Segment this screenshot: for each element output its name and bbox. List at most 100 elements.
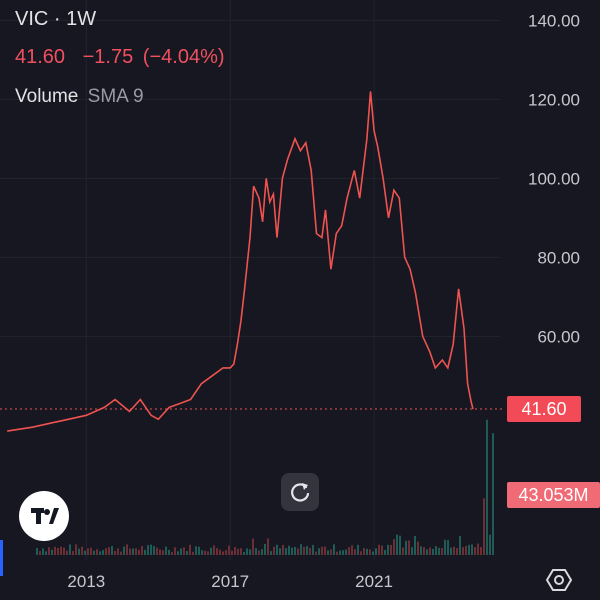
volume-bar — [69, 544, 71, 555]
volume-bar — [438, 547, 440, 555]
volume-bar — [177, 551, 179, 555]
volume-bar — [87, 548, 89, 555]
volume-bar — [306, 545, 308, 555]
volume-bar — [261, 549, 263, 555]
volume-bar — [156, 547, 158, 555]
volume-bar — [300, 544, 302, 555]
volume-indicator-legend[interactable]: Volume SMA 9 — [15, 86, 144, 108]
price-change-row: 41.60 −1.75 (−4.04%) — [15, 46, 225, 69]
volume-bar — [426, 549, 428, 555]
volume-bar — [96, 549, 98, 555]
volume-bar — [201, 550, 203, 555]
volume-bar — [120, 551, 122, 555]
y-axis-ticks: 140.00 120.00 100.00 80.00 60.00 — [528, 11, 580, 346]
volume-bar — [297, 548, 299, 555]
volume-bar — [282, 544, 284, 555]
volume-bar — [336, 551, 338, 555]
volume-bar — [321, 546, 323, 555]
volume-bar — [462, 547, 464, 555]
volume-bar — [108, 547, 110, 555]
volume-bar — [237, 548, 239, 555]
gridlines — [0, 0, 500, 560]
volume-bar — [273, 546, 275, 555]
side-indicator — [0, 540, 3, 576]
volume-bar — [417, 541, 419, 555]
volume-bar — [348, 547, 350, 555]
volume-bar — [264, 543, 266, 555]
volume-bar — [270, 551, 272, 555]
volume-bar — [126, 544, 128, 555]
volume-bar — [330, 549, 332, 555]
volume-bar — [393, 539, 395, 555]
volume-bar — [378, 544, 380, 555]
volume-bar — [123, 546, 125, 555]
volume-bar — [207, 551, 209, 555]
volume-bar — [369, 549, 371, 555]
volume-bar — [405, 540, 407, 555]
volume-bar — [246, 548, 248, 555]
volume-bar — [135, 548, 137, 555]
volume-bar — [81, 546, 83, 555]
volume-bar — [255, 548, 257, 555]
volume-bar — [435, 546, 437, 555]
volume-bar — [471, 544, 473, 555]
volume-bar — [381, 545, 383, 555]
volume-bar — [414, 535, 416, 555]
price-line — [7, 91, 474, 432]
x-tick-label: 2021 — [355, 572, 393, 591]
sma-label: SMA 9 — [87, 86, 144, 107]
symbol-title[interactable]: VIC · 1W — [15, 8, 97, 30]
volume-bar — [99, 551, 101, 555]
volume-bar — [84, 550, 86, 555]
volume-bar — [111, 545, 113, 555]
volume-bar — [351, 545, 353, 555]
volume-bar — [303, 546, 305, 555]
volume-bar — [228, 545, 230, 555]
volume-bar — [252, 538, 254, 555]
volume-bar — [360, 551, 362, 555]
volume-bar — [384, 549, 386, 555]
volume-bar — [132, 548, 134, 555]
volume-bar — [159, 549, 161, 555]
volume-bar — [267, 538, 269, 555]
volume-bar — [129, 548, 131, 555]
volume-bar — [345, 549, 347, 555]
volume-bar — [234, 547, 236, 555]
volume-bar — [225, 550, 227, 555]
volume-bar — [342, 550, 344, 555]
volume-bar — [66, 550, 68, 555]
volume-bar — [105, 548, 107, 555]
volume-bar — [183, 547, 185, 555]
volume-bar — [42, 548, 44, 555]
last-price-value: 41.60 — [15, 46, 66, 68]
volume-bar — [144, 549, 146, 555]
volume-bar — [39, 551, 41, 555]
reset-chart-button[interactable] — [281, 473, 319, 511]
volume-bar — [489, 534, 491, 555]
volume-bar — [480, 547, 482, 555]
volume-bar — [147, 545, 149, 555]
volume-bar — [387, 544, 389, 555]
price-tag: 41.60 — [507, 396, 581, 422]
volume-bar — [213, 545, 215, 555]
volume-bar — [45, 551, 47, 555]
volume-bar — [339, 550, 341, 555]
volume-bar — [189, 544, 191, 555]
volume-bar — [165, 546, 167, 555]
volume-bar — [291, 547, 293, 555]
volume-bar — [117, 548, 119, 555]
volume-bar — [258, 550, 260, 555]
volume-bar — [138, 549, 140, 555]
tradingview-logo-icon — [31, 508, 59, 524]
volume-bar — [309, 547, 311, 555]
volume-bar — [285, 548, 287, 555]
volume-bar — [78, 548, 80, 555]
settings-gear-button[interactable] — [545, 566, 573, 594]
tradingview-logo[interactable] — [19, 491, 69, 541]
volume-bar — [168, 549, 170, 555]
y-tick-label: 100.00 — [528, 169, 580, 188]
volume-bar — [93, 550, 95, 555]
volume-bar — [279, 548, 281, 555]
